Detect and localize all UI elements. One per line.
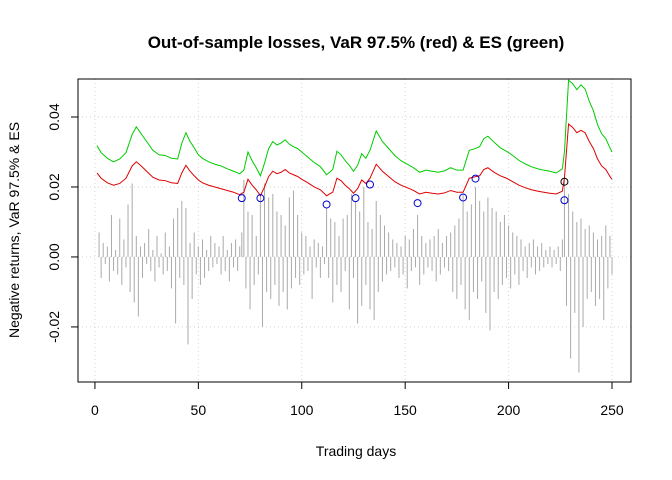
y-tick-label: -0.02 xyxy=(46,311,62,343)
exceedance-marker xyxy=(351,194,360,203)
y-tick-label: 0.04 xyxy=(46,103,62,130)
exceedance-marker xyxy=(366,180,375,189)
plot-box xyxy=(77,78,632,383)
x-tick-label: 100 xyxy=(290,402,314,418)
x-axis-label: Trading days xyxy=(316,443,396,459)
exceedance-marker xyxy=(471,174,480,183)
exceedance-markers xyxy=(237,174,569,209)
chart-title: Out-of-sample losses, VaR 97.5% (red) & … xyxy=(148,33,565,52)
loss-bars xyxy=(98,179,613,373)
x-tick-label: 0 xyxy=(91,402,99,418)
grid xyxy=(78,79,631,382)
exceedance-marker xyxy=(560,196,569,205)
series-lines xyxy=(96,79,613,197)
x-tick-label: 200 xyxy=(497,402,521,418)
exceedance-marker xyxy=(256,194,265,203)
y-axis-label: Negative returns, VaR 97.5% & ES xyxy=(6,122,22,338)
x-tick-label: 150 xyxy=(393,402,417,418)
exceedance-marker xyxy=(237,194,246,203)
y-tick-label: 0.02 xyxy=(46,173,62,200)
x-tick-label: 250 xyxy=(600,402,624,418)
y-tick-label: 0.00 xyxy=(46,243,62,270)
exceedance-marker xyxy=(413,199,422,208)
first-marker xyxy=(560,177,569,186)
y-axis: -0.02 0.00 0.02 0.04 xyxy=(46,103,78,343)
exceedance-marker xyxy=(459,193,468,202)
var-line xyxy=(96,122,613,197)
es-line xyxy=(96,79,613,178)
x-tick-label: 50 xyxy=(191,402,207,418)
exceedance-marker xyxy=(322,200,331,209)
x-axis: 0 50 100 150 200 250 xyxy=(91,382,624,418)
